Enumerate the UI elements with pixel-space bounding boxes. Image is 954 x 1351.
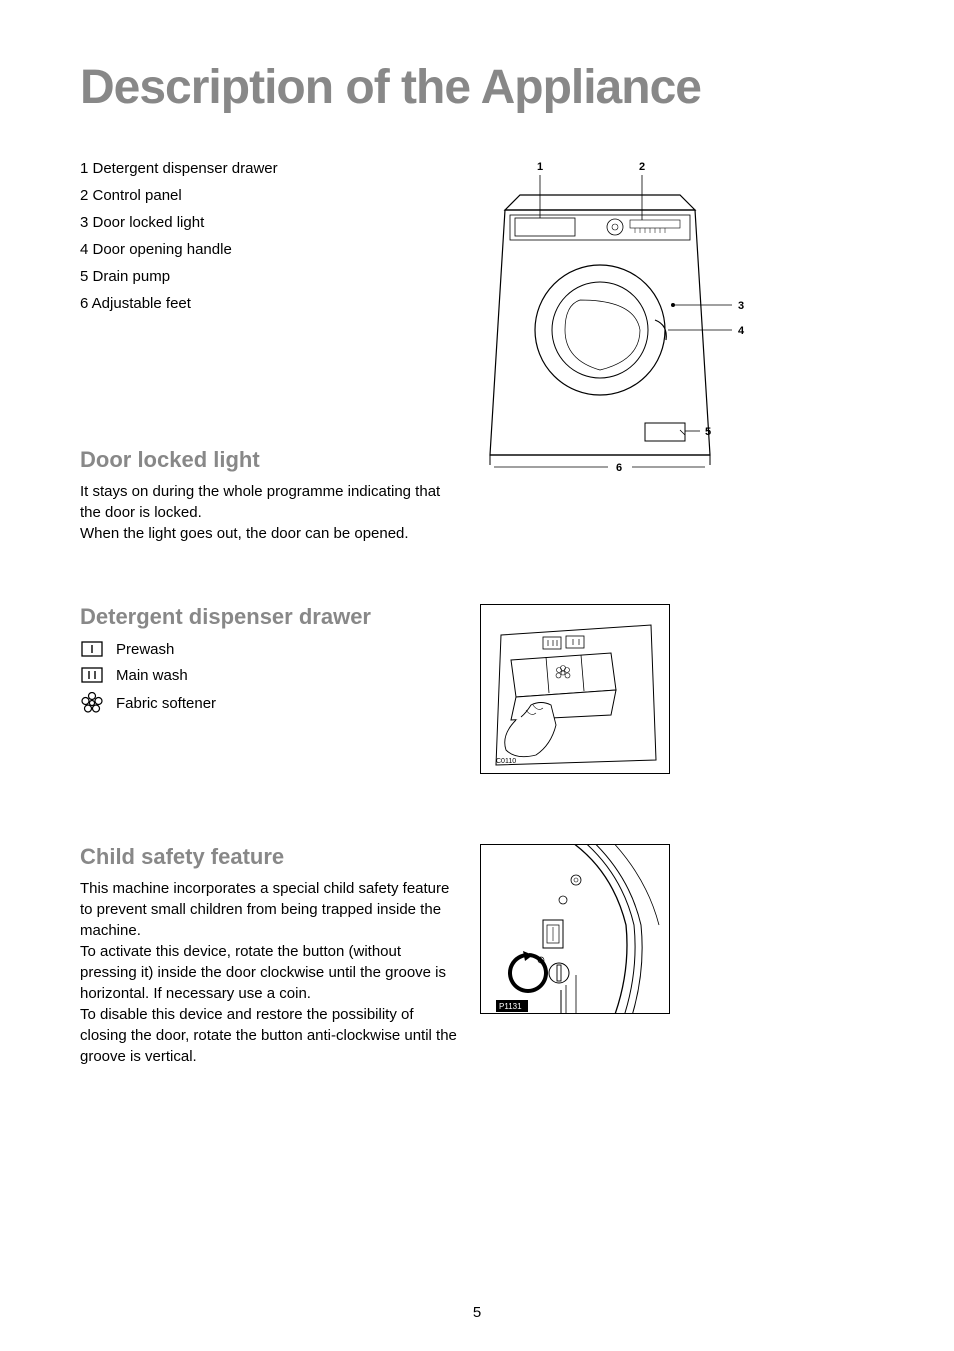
child-safety-body3: To disable this device and restore the p… [80, 1004, 460, 1067]
parts-list-item: 5 Drain pump [80, 263, 460, 290]
appliance-diagram: 1 2 3 4 5 6 [480, 155, 760, 495]
safety-svg: P1131 [481, 845, 670, 1014]
softener-icon [80, 692, 108, 714]
parts-list-item: 1 Detergent dispenser drawer [80, 155, 460, 182]
callout-3: 3 [738, 300, 744, 312]
drawer-diagram: C0110 [480, 604, 670, 774]
drawer-diagram-column: C0110 [480, 604, 780, 774]
child-safety-body1: This machine incorporates a special chil… [80, 878, 460, 941]
drawer-svg: C0110 [481, 605, 671, 775]
parts-list-column: 1 Detergent dispenser drawer2 Control pa… [80, 155, 480, 544]
dispenser-column: Detergent dispenser drawer Prewash Main w… [80, 604, 480, 774]
compartment-label: Prewash [116, 641, 174, 658]
callout-2: 2 [639, 161, 645, 173]
mainwash-icon [80, 666, 108, 684]
compartment-item: Fabric softener [80, 692, 460, 714]
dispenser-heading: Detergent dispenser drawer [80, 604, 460, 630]
door-locked-heading: Door locked light [80, 447, 460, 473]
compartment-item: Main wash [80, 666, 460, 684]
compartment-item: Prewash [80, 640, 460, 658]
child-safety-column: Child safety feature This machine incorp… [80, 844, 480, 1067]
safety-diagram-column: P1131 [480, 844, 780, 1067]
callout-4: 4 [738, 325, 745, 337]
parts-list-item: 6 Adjustable feet [80, 290, 460, 317]
parts-section: 1 Detergent dispenser drawer2 Control pa… [80, 155, 874, 544]
child-safety-section: Child safety feature This machine incorp… [80, 844, 874, 1067]
content-wrapper: 1 Detergent dispenser drawer2 Control pa… [80, 155, 874, 1097]
parts-list: 1 Detergent dispenser drawer2 Control pa… [80, 155, 460, 317]
parts-list-item: 3 Door locked light [80, 209, 460, 236]
safety-diagram-label: P1131 [499, 1002, 522, 1011]
compartment-label: Fabric softener [116, 695, 216, 712]
callout-1: 1 [537, 161, 543, 173]
drawer-diagram-label: C0110 [496, 758, 516, 765]
page-title: Description of the Appliance [80, 60, 874, 115]
child-safety-body2: To activate this device, rotate the butt… [80, 941, 460, 1004]
callout-6: 6 [616, 462, 622, 474]
safety-diagram: P1131 [480, 844, 670, 1014]
child-safety-heading: Child safety feature [80, 844, 460, 870]
door-locked-body: It stays on during the whole programme i… [80, 481, 460, 544]
page-number: 5 [473, 1304, 481, 1321]
compartment-label: Main wash [116, 667, 188, 684]
prewash-icon [80, 640, 108, 658]
parts-list-item: 2 Control panel [80, 182, 460, 209]
callout-5: 5 [705, 426, 711, 438]
compartment-list: Prewash Main wash Fabric softener [80, 640, 460, 714]
appliance-svg: 1 2 3 4 5 6 [480, 155, 760, 495]
dispenser-section: Detergent dispenser drawer Prewash Main w… [80, 604, 874, 774]
appliance-diagram-column: 1 2 3 4 5 6 [480, 155, 780, 495]
parts-list-item: 4 Door opening handle [80, 236, 460, 263]
